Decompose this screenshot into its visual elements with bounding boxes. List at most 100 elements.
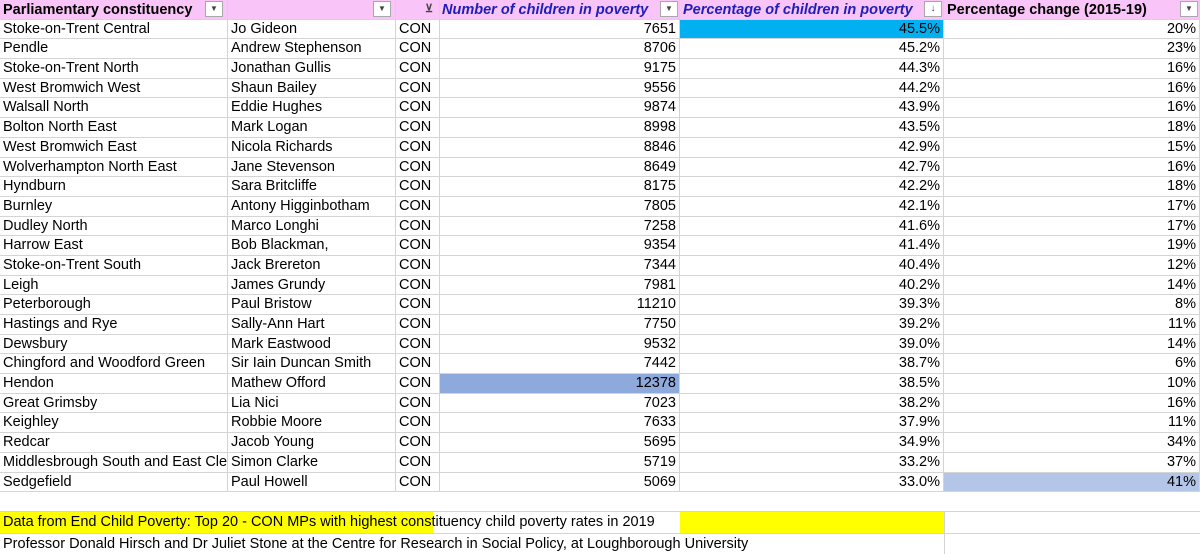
cell-change[interactable]: 17% — [944, 196, 1200, 217]
cell-children[interactable]: 8846 — [440, 137, 680, 158]
cell-change[interactable]: 17% — [944, 216, 1200, 237]
cell-constituency[interactable]: Middlesbrough South and East Cleveland — [0, 452, 228, 473]
cell-party[interactable]: CON — [396, 137, 440, 158]
cell-constituency[interactable]: Pendle — [0, 39, 228, 60]
cell-change[interactable]: 16% — [944, 393, 1200, 414]
cell-mp[interactable]: Andrew Stephenson — [228, 39, 396, 60]
cell-children[interactable]: 8175 — [440, 177, 680, 197]
cell-percentage[interactable]: 41.4% — [680, 236, 944, 256]
cell-constituency[interactable]: Dewsbury — [0, 334, 228, 355]
cell-party[interactable]: CON — [396, 177, 440, 197]
cell-party[interactable]: CON — [396, 39, 440, 60]
cell-change[interactable]: 6% — [944, 354, 1200, 375]
cell-mp[interactable]: Mathew Offord — [228, 374, 396, 394]
cell-children[interactable]: 7023 — [440, 393, 680, 414]
cell-constituency[interactable]: Bolton North East — [0, 118, 228, 138]
cell-party[interactable]: CON — [396, 59, 440, 79]
cell-constituency[interactable]: Leigh — [0, 275, 228, 296]
cell-party[interactable]: CON — [396, 157, 440, 178]
cell-percentage[interactable]: 45.5% — [680, 19, 944, 40]
cell-percentage[interactable]: 38.5% — [680, 374, 944, 394]
cell-change[interactable]: 18% — [944, 118, 1200, 138]
header-party[interactable]: ⊻ — [396, 0, 440, 20]
cell-children[interactable]: 7981 — [440, 275, 680, 296]
cell-change[interactable]: 14% — [944, 334, 1200, 355]
sort-descending-icon[interactable]: ↓ — [924, 1, 942, 17]
header-constituency[interactable]: Parliamentary constituency ▼ — [0, 0, 228, 20]
cell-mp[interactable]: Jane Stevenson — [228, 157, 396, 178]
cell-constituency[interactable]: Harrow East — [0, 236, 228, 256]
cell-percentage[interactable]: 43.9% — [680, 98, 944, 119]
cell-change[interactable]: 14% — [944, 275, 1200, 296]
cell-children[interactable]: 9556 — [440, 78, 680, 99]
cell-mp[interactable]: Jo Gideon — [228, 19, 396, 40]
cell-constituency[interactable]: Hastings and Rye — [0, 315, 228, 335]
cell-mp[interactable]: Nicola Richards — [228, 137, 396, 158]
cell-change[interactable]: 18% — [944, 177, 1200, 197]
cell-mp[interactable]: Sally-Ann Hart — [228, 315, 396, 335]
cell-mp[interactable]: Robbie Moore — [228, 413, 396, 434]
cell-party[interactable]: CON — [396, 393, 440, 414]
cell-children[interactable]: 9874 — [440, 98, 680, 119]
cell-children[interactable]: 9354 — [440, 236, 680, 256]
cell-party[interactable]: CON — [396, 216, 440, 237]
cell-children[interactable]: 9532 — [440, 334, 680, 355]
cell-children[interactable]: 5069 — [440, 472, 680, 493]
header-percentage[interactable]: Percentage of children in poverty ↓ — [680, 0, 944, 20]
cell-children[interactable]: 5719 — [440, 452, 680, 473]
cell-change[interactable]: 16% — [944, 98, 1200, 119]
cell-change[interactable]: 23% — [944, 39, 1200, 60]
cell-constituency[interactable]: Stoke-on-Trent North — [0, 59, 228, 79]
cell-mp[interactable]: Mark Logan — [228, 118, 396, 138]
cell-party[interactable]: CON — [396, 413, 440, 434]
cell-constituency[interactable]: Wolverhampton North East — [0, 157, 228, 178]
cell-mp[interactable]: Paul Howell — [228, 472, 396, 493]
cell-children[interactable]: 12378 — [440, 374, 680, 394]
cell-constituency[interactable]: Walsall North — [0, 98, 228, 119]
cell-constituency[interactable]: Peterborough — [0, 295, 228, 315]
cell-constituency[interactable]: Hendon — [0, 374, 228, 394]
cell-party[interactable]: CON — [396, 472, 440, 493]
cell-mp[interactable]: Simon Clarke — [228, 452, 396, 473]
cell-party[interactable]: CON — [396, 118, 440, 138]
cell-party[interactable]: CON — [396, 295, 440, 315]
cell-constituency[interactable]: West Bromwich East — [0, 137, 228, 158]
cell-percentage[interactable]: 41.6% — [680, 216, 944, 237]
cell-percentage[interactable]: 45.2% — [680, 39, 944, 60]
cell-party[interactable]: CON — [396, 433, 440, 453]
cell-percentage[interactable]: 42.9% — [680, 137, 944, 158]
cell-percentage[interactable]: 43.5% — [680, 118, 944, 138]
cell-children[interactable]: 7805 — [440, 196, 680, 217]
cell-percentage[interactable]: 39.0% — [680, 334, 944, 355]
cell-children[interactable]: 11210 — [440, 295, 680, 315]
cell-constituency[interactable]: Chingford and Woodford Green — [0, 354, 228, 375]
cell-change[interactable]: 34% — [944, 433, 1200, 453]
cell-party[interactable]: CON — [396, 236, 440, 256]
cell-mp[interactable]: Antony Higginbotham — [228, 196, 396, 217]
cell-party[interactable]: CON — [396, 354, 440, 375]
cell-party[interactable]: CON — [396, 196, 440, 217]
cell-change[interactable]: 15% — [944, 137, 1200, 158]
cell-mp[interactable]: James Grundy — [228, 275, 396, 296]
filter-dropdown-icon[interactable]: ▼ — [660, 1, 678, 17]
cell-party[interactable]: CON — [396, 78, 440, 99]
cell-children[interactable]: 9175 — [440, 59, 680, 79]
filter-dropdown-icon[interactable]: ▼ — [1180, 1, 1198, 17]
cell-constituency[interactable]: Stoke-on-Trent Central — [0, 19, 228, 40]
cell-percentage[interactable]: 34.9% — [680, 433, 944, 453]
cell-percentage[interactable]: 39.2% — [680, 315, 944, 335]
cell-constituency[interactable]: Great Grimsby — [0, 393, 228, 414]
cell-mp[interactable]: Sara Britcliffe — [228, 177, 396, 197]
cell-change[interactable]: 20% — [944, 19, 1200, 40]
cell-children[interactable]: 8998 — [440, 118, 680, 138]
cell-party[interactable]: CON — [396, 98, 440, 119]
cell-mp[interactable]: Jonathan Gullis — [228, 59, 396, 79]
cell-change[interactable]: 19% — [944, 236, 1200, 256]
filter-dropdown-icon[interactable]: ▼ — [205, 1, 223, 17]
cell-percentage[interactable]: 39.3% — [680, 295, 944, 315]
cell-mp[interactable]: Eddie Hughes — [228, 98, 396, 119]
cell-change[interactable]: 11% — [944, 315, 1200, 335]
cell-percentage[interactable]: 42.1% — [680, 196, 944, 217]
cell-change[interactable]: 8% — [944, 295, 1200, 315]
cell-percentage[interactable]: 33.2% — [680, 452, 944, 473]
